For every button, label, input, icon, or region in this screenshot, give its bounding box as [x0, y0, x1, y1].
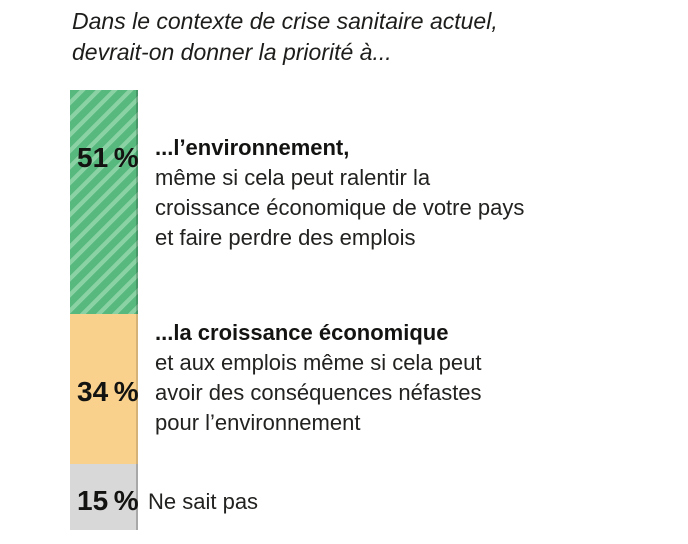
answer-environment-text: et faire perdre des emplois — [155, 225, 416, 250]
answer-environment: ...l’environnement, même si cela peut ra… — [155, 133, 524, 253]
stacked-bar: 51 % 34 % 15 % — [70, 90, 139, 530]
answer-environment-text: croissance économique de votre pays — [155, 195, 525, 220]
percent-label-unknown: 15 % — [77, 484, 139, 516]
answer-environment-text: même si cela peut ralentir la — [155, 165, 431, 190]
answer-economy-text: pour l’environnement — [155, 410, 361, 435]
answer-economy-text: avoir des conséquences néfastes — [155, 380, 482, 405]
bar-segment-unknown: 15 % — [70, 463, 139, 530]
chart-title: Dans le contexte de crise sanitaire actu… — [72, 6, 498, 68]
percent-label-environment: 51 % — [77, 142, 139, 173]
percent-label-economy: 34 % — [77, 376, 139, 408]
answer-environment-lead: ...l’environnement, — [155, 135, 350, 160]
answer-economy-text: et aux emplois même si cela peut — [155, 350, 482, 375]
chart-title-line-2: devrait-on donner la priorité à... — [72, 39, 392, 65]
bar-segment-environment: 51 % — [70, 90, 139, 315]
answer-unknown: Ne sait pas — [148, 489, 258, 515]
bar-segment-economy: 34 % — [70, 314, 139, 464]
chart-title-line-1: Dans le contexte de crise sanitaire actu… — [72, 8, 498, 34]
answer-economy: ...la croissance économique et aux emplo… — [155, 318, 482, 438]
answer-economy-lead: ...la croissance économique — [155, 320, 449, 345]
answer-unknown-text: Ne sait pas — [148, 489, 259, 514]
